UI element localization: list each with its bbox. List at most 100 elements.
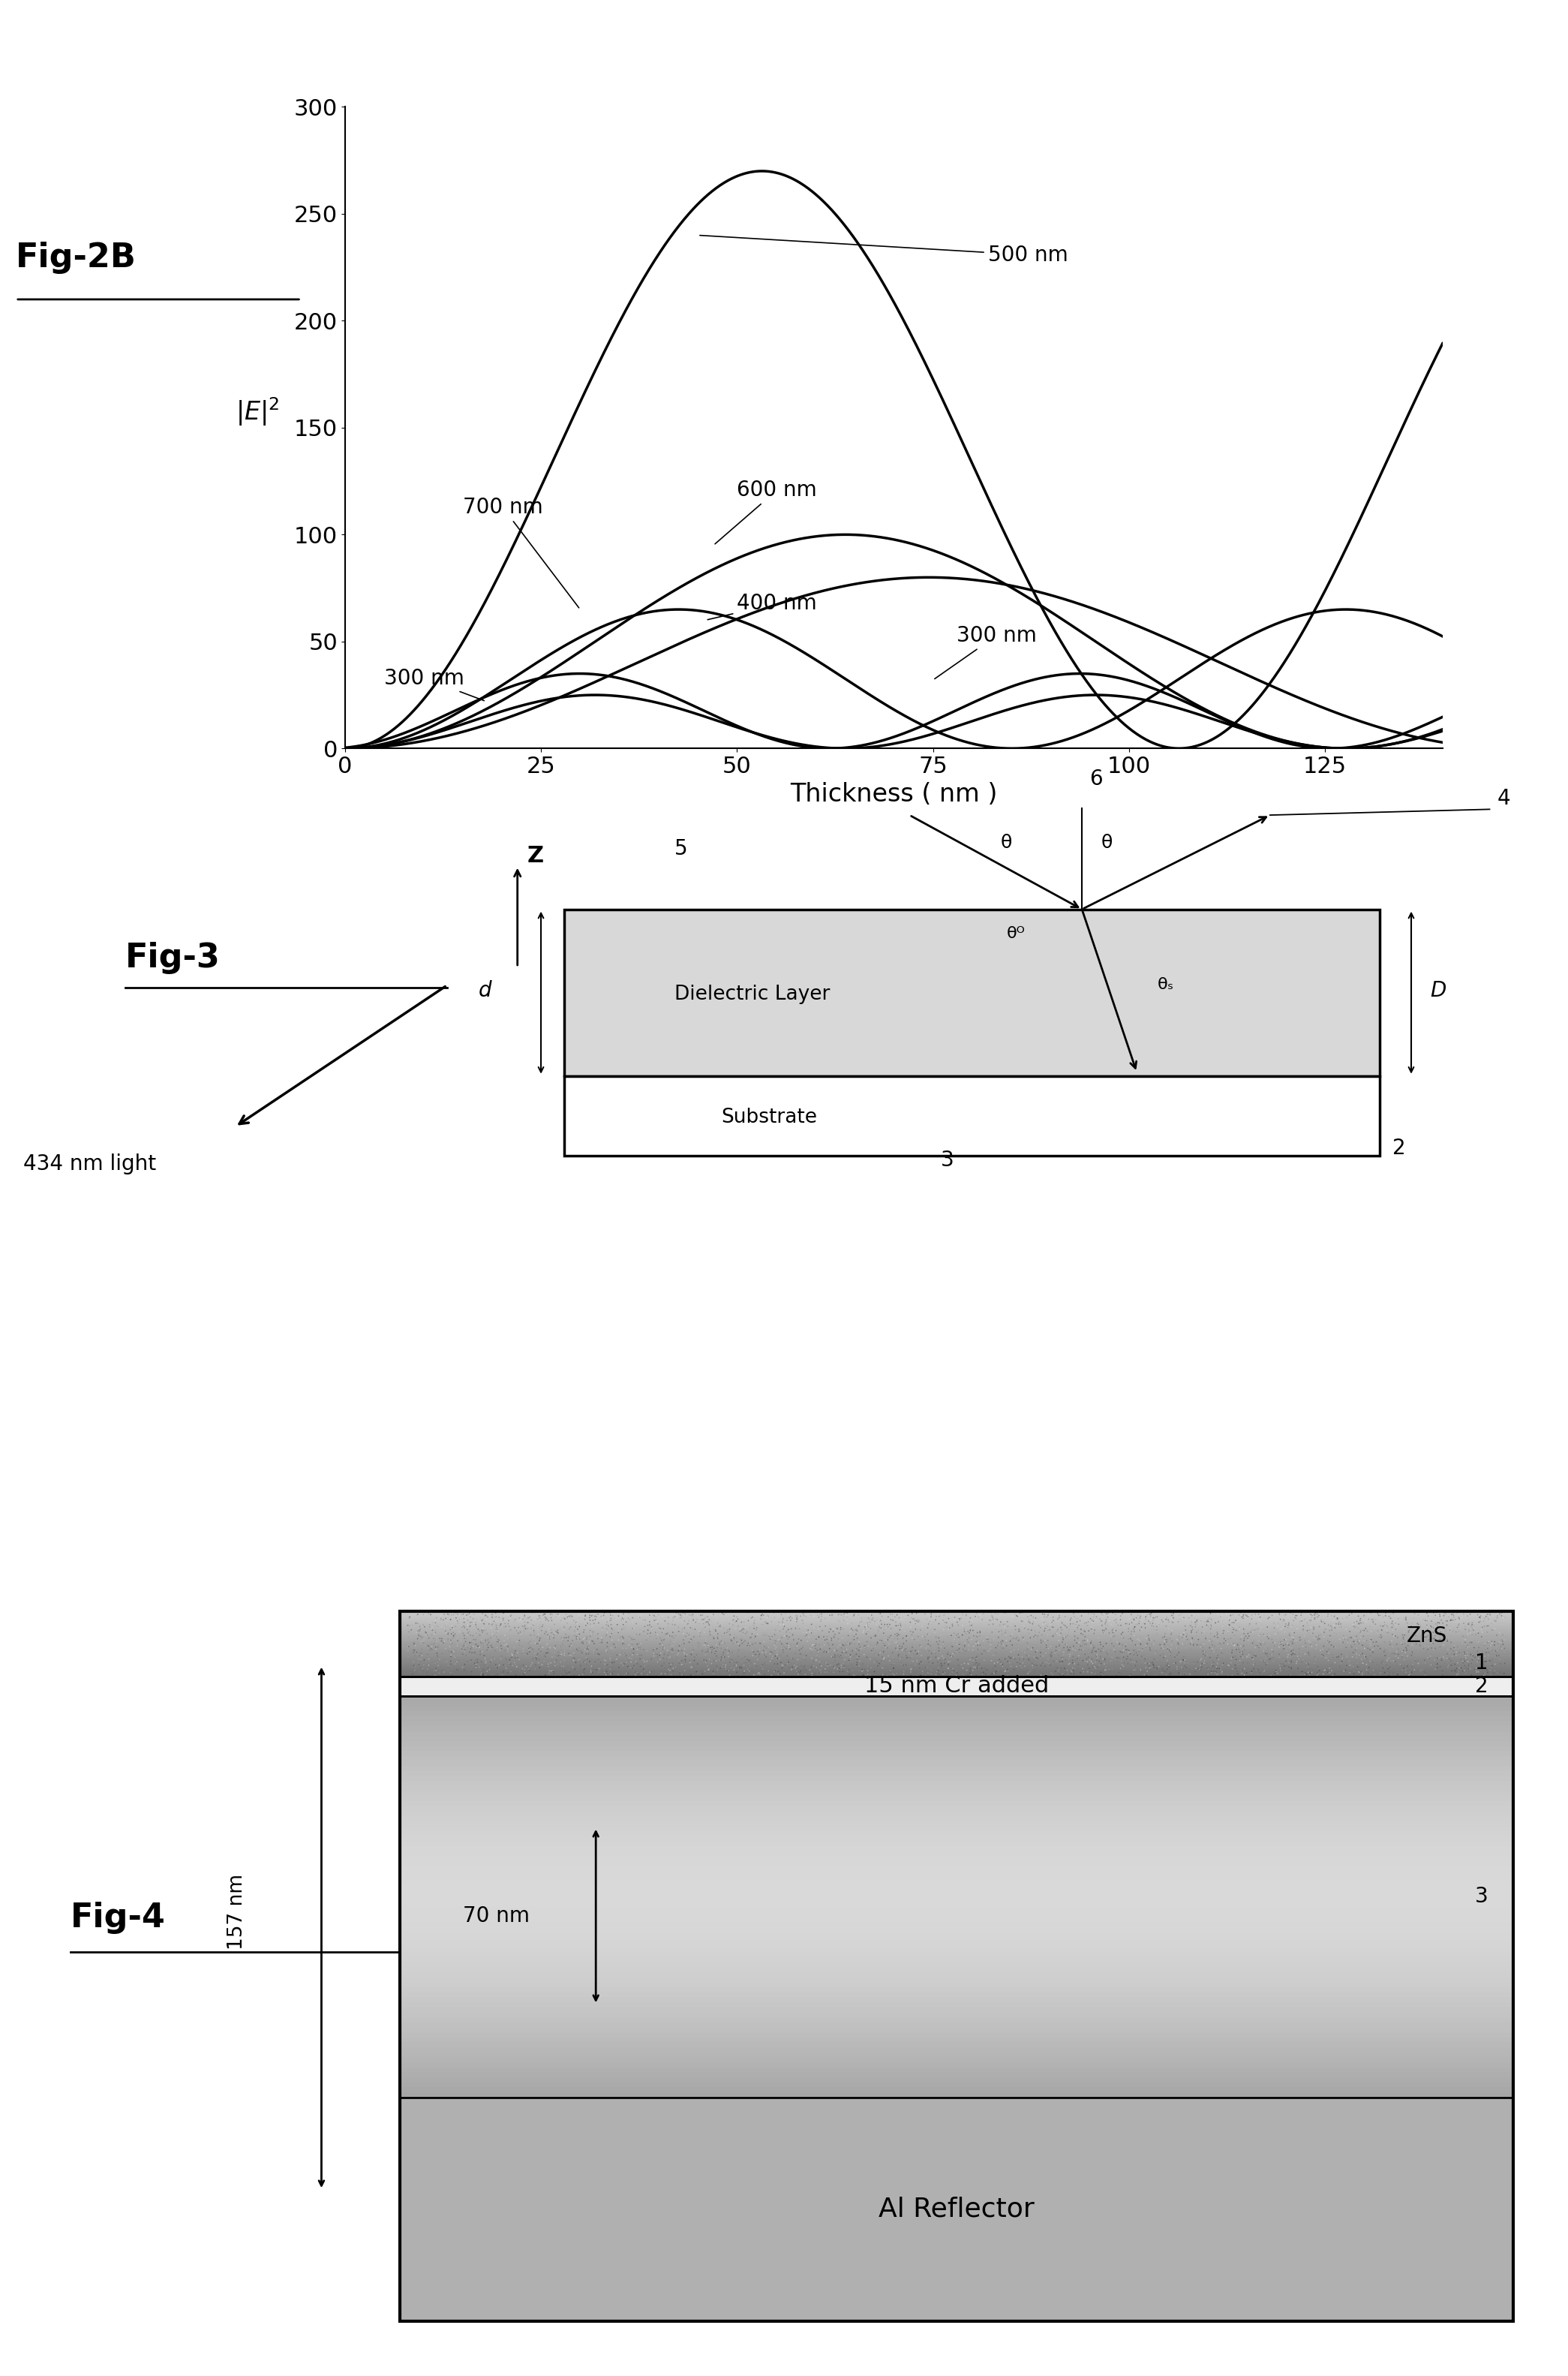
Point — [602, 1651, 627, 1689]
Point — [1421, 1613, 1446, 1651]
Point — [1014, 1639, 1040, 1677]
Point — [571, 1656, 596, 1694]
Point — [875, 1604, 900, 1642]
Bar — [400, 2003, 1513, 2008]
Point — [1094, 1635, 1120, 1673]
Point — [1129, 1658, 1154, 1696]
Point — [762, 1625, 787, 1663]
Point — [1460, 1592, 1485, 1630]
Point — [673, 1642, 698, 1680]
Point — [732, 1599, 757, 1637]
Point — [1220, 1613, 1245, 1651]
Point — [679, 1620, 704, 1658]
Point — [1305, 1625, 1330, 1663]
Point — [1256, 1613, 1281, 1651]
Point — [1116, 1597, 1142, 1635]
Point — [1040, 1592, 1065, 1630]
Point — [506, 1651, 532, 1689]
Point — [629, 1647, 654, 1685]
Point — [1101, 1594, 1126, 1632]
Point — [1427, 1628, 1452, 1666]
Point — [839, 1604, 864, 1642]
Point — [1160, 1651, 1185, 1689]
Point — [1074, 1620, 1099, 1658]
Point — [1010, 1618, 1035, 1656]
Point — [859, 1635, 884, 1673]
Point — [511, 1594, 536, 1632]
Point — [510, 1601, 535, 1639]
Point — [1014, 1630, 1040, 1668]
Point — [690, 1651, 715, 1689]
Point — [1091, 1649, 1116, 1687]
Point — [408, 1611, 433, 1649]
Point — [753, 1604, 778, 1642]
Point — [1104, 1616, 1129, 1654]
Point — [1113, 1630, 1138, 1668]
Point — [778, 1601, 803, 1639]
Point — [474, 1623, 499, 1661]
Point — [1347, 1604, 1372, 1642]
Point — [1391, 1618, 1416, 1656]
Point — [1242, 1644, 1267, 1682]
Point — [510, 1628, 535, 1666]
Point — [575, 1604, 601, 1642]
Point — [898, 1604, 924, 1642]
Point — [638, 1642, 663, 1680]
Point — [575, 1639, 601, 1677]
Point — [406, 1611, 431, 1649]
Point — [516, 1604, 541, 1642]
Point — [784, 1644, 809, 1682]
Point — [1446, 1654, 1471, 1692]
Point — [1057, 1637, 1082, 1675]
Point — [985, 1625, 1010, 1663]
Point — [1054, 1656, 1079, 1694]
Point — [800, 1606, 825, 1644]
Point — [770, 1647, 795, 1685]
Point — [1385, 1618, 1410, 1656]
Point — [1220, 1609, 1245, 1647]
Point — [760, 1639, 786, 1677]
Point — [1131, 1628, 1156, 1666]
Point — [768, 1637, 793, 1675]
Point — [597, 1642, 622, 1680]
Point — [543, 1637, 568, 1675]
Point — [938, 1639, 963, 1677]
Point — [649, 1613, 674, 1651]
Point — [414, 1625, 439, 1663]
Point — [1450, 1594, 1475, 1632]
Point — [494, 1639, 519, 1677]
Point — [784, 1658, 809, 1696]
Point — [1159, 1623, 1184, 1661]
Point — [1327, 1637, 1352, 1675]
Point — [1143, 1599, 1168, 1637]
Point — [851, 1604, 877, 1642]
Point — [770, 1618, 795, 1656]
Point — [1046, 1616, 1071, 1654]
Point — [1455, 1632, 1480, 1670]
Point — [416, 1628, 441, 1666]
Point — [867, 1609, 892, 1647]
Point — [1297, 1611, 1322, 1649]
Point — [770, 1630, 795, 1668]
Point — [1038, 1606, 1063, 1644]
Point — [964, 1630, 989, 1668]
Point — [437, 1620, 463, 1658]
Point — [1179, 1597, 1204, 1635]
Point — [920, 1644, 946, 1682]
Point — [1189, 1651, 1214, 1689]
Point — [1366, 1656, 1391, 1694]
Point — [550, 1599, 575, 1637]
Point — [464, 1647, 489, 1685]
Point — [1226, 1630, 1251, 1668]
Point — [1013, 1647, 1038, 1685]
Point — [583, 1651, 608, 1689]
Point — [839, 1644, 864, 1682]
Point — [1080, 1604, 1105, 1642]
Point — [1443, 1651, 1468, 1689]
Point — [1273, 1594, 1298, 1632]
Point — [461, 1594, 486, 1632]
Point — [1303, 1656, 1328, 1694]
Point — [812, 1599, 837, 1637]
Point — [1079, 1642, 1104, 1680]
Point — [853, 1628, 878, 1666]
